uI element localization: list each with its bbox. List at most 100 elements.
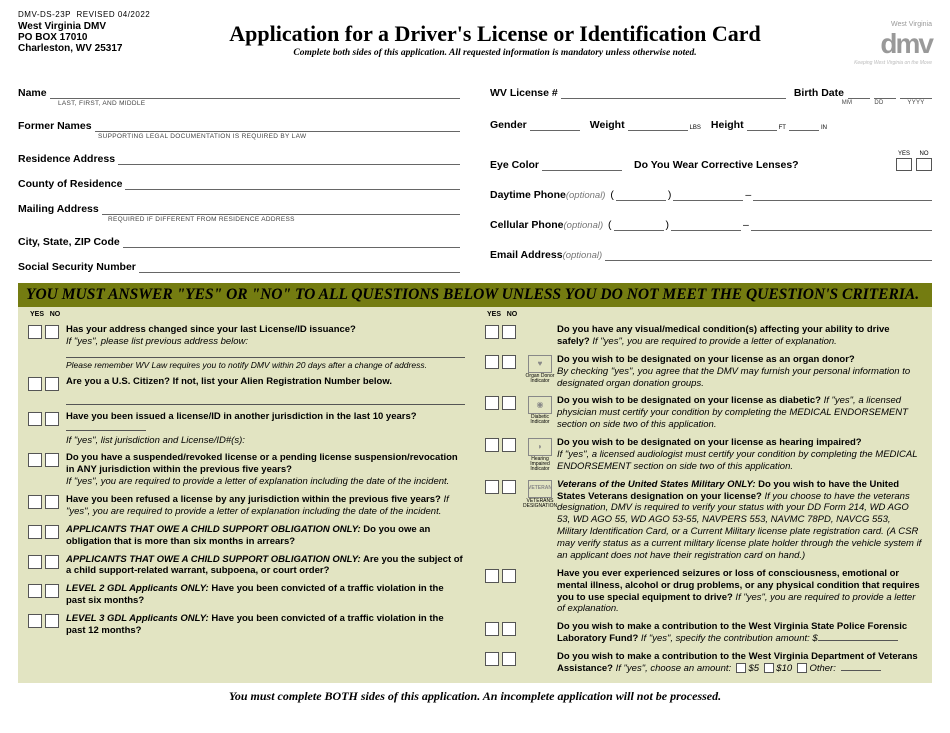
logo-tag: Keeping West Virginia on the Move <box>822 60 932 66</box>
yes-checkbox[interactable] <box>485 652 499 666</box>
lenses-yes-label: YES <box>898 151 910 157</box>
dmv-logo: West Virginia dmv Keeping West Virginia … <box>822 21 932 66</box>
ssn-label: Social Security Number <box>18 261 136 273</box>
opt-checkbox[interactable] <box>736 663 746 673</box>
gender-input[interactable] <box>530 120 580 131</box>
revised: REVISED 04/2022 <box>76 10 150 19</box>
question-text: LEVEL 3 GDL Applicants ONLY: Have you be… <box>66 613 465 637</box>
bd-mm[interactable] <box>848 88 870 99</box>
eye-label: Eye Color <box>490 159 539 171</box>
yes-checkbox[interactable] <box>485 325 499 339</box>
cell-pre[interactable] <box>671 220 741 231</box>
no-checkbox[interactable] <box>45 614 59 628</box>
gender-label: Gender <box>490 119 527 131</box>
opt-checkbox[interactable] <box>764 663 774 673</box>
no-checkbox[interactable] <box>45 584 59 598</box>
no-checkbox[interactable] <box>502 480 516 494</box>
cell-area[interactable] <box>614 220 664 231</box>
lenses-label: Do You Wear Corrective Lenses? <box>634 159 799 171</box>
question-row: ♥Organ Donor IndicatorDo you wish to be … <box>485 354 922 390</box>
yes-checkbox[interactable] <box>28 453 42 467</box>
county-input[interactable] <box>125 179 460 190</box>
yes-checkbox[interactable] <box>485 396 499 410</box>
weight-input[interactable] <box>628 120 688 131</box>
yes-checkbox[interactable] <box>28 377 42 391</box>
form-id: DMV-DS-23P <box>18 10 71 19</box>
no-checkbox[interactable] <box>45 525 59 539</box>
yes-checkbox[interactable] <box>28 495 42 509</box>
day-num[interactable] <box>753 190 932 201</box>
day-area[interactable] <box>616 190 666 201</box>
no-checkbox[interactable] <box>502 622 516 636</box>
no-checkbox[interactable] <box>45 412 59 426</box>
yes-checkbox[interactable] <box>28 325 42 339</box>
question-text: Are you a U.S. Citizen? If not, list you… <box>66 376 465 388</box>
csz-input[interactable] <box>123 237 460 248</box>
no-checkbox[interactable] <box>502 396 516 410</box>
no-checkbox[interactable] <box>502 438 516 452</box>
question-text: Do you wish to make a contribution to th… <box>557 651 922 675</box>
yes-checkbox[interactable] <box>485 480 499 494</box>
yes-checkbox[interactable] <box>28 584 42 598</box>
agency-name: West Virginia DMV <box>18 21 148 32</box>
no-checkbox[interactable] <box>45 325 59 339</box>
yes-checkbox[interactable] <box>28 412 42 426</box>
ssn-input[interactable] <box>139 262 460 273</box>
eye-input[interactable] <box>542 160 622 171</box>
yes-checkbox[interactable] <box>28 525 42 539</box>
res-input[interactable] <box>118 154 460 165</box>
email-input[interactable] <box>605 250 932 261</box>
opt-checkbox[interactable] <box>797 663 807 673</box>
logo-mark: dmv <box>822 28 932 60</box>
cell-opt: (optional) <box>564 220 604 231</box>
lic-input[interactable] <box>561 88 786 99</box>
name-label: Name <box>18 87 47 99</box>
email-label: Email Address <box>490 249 563 261</box>
dd-label: DD <box>868 100 890 106</box>
no-checkbox[interactable] <box>502 569 516 583</box>
question-row: Do you have a suspended/revoked license … <box>28 452 465 488</box>
footer-note: You must complete BOTH sides of this app… <box>18 689 932 704</box>
day-pre[interactable] <box>673 190 743 201</box>
yes-checkbox[interactable] <box>485 355 499 369</box>
height-label: Height <box>711 119 744 131</box>
yes-checkbox[interactable] <box>28 614 42 628</box>
csz-label: City, State, ZIP Code <box>18 236 120 248</box>
name-input[interactable] <box>50 88 460 99</box>
no-checkbox[interactable] <box>45 555 59 569</box>
cell-num[interactable] <box>751 220 932 231</box>
email-opt: (optional) <box>563 250 603 261</box>
mail-input[interactable] <box>102 204 460 215</box>
height-ft[interactable] <box>747 120 777 131</box>
answer-line[interactable] <box>66 348 465 358</box>
yes-checkbox[interactable] <box>28 555 42 569</box>
yes-checkbox[interactable] <box>485 622 499 636</box>
question-text: Do you wish to make a contribution to th… <box>557 621 922 645</box>
lbs-label: LBS <box>690 125 701 131</box>
no-checkbox[interactable] <box>502 652 516 666</box>
bd-yyyy[interactable] <box>900 88 932 99</box>
indicator-icon: ♥Organ Donor Indicator <box>523 354 557 384</box>
form-title: Application for a Driver's License or Id… <box>168 21 822 47</box>
form-subtitle: Complete both sides of this application.… <box>168 48 822 58</box>
yes-checkbox[interactable] <box>485 438 499 452</box>
no-checkbox[interactable] <box>502 325 516 339</box>
no-checkbox[interactable] <box>45 453 59 467</box>
lenses-no[interactable] <box>916 158 932 171</box>
question-row: LEVEL 2 GDL Applicants ONLY: Have you be… <box>28 583 465 607</box>
former-input[interactable] <box>95 121 460 132</box>
county-label: County of Residence <box>18 178 122 190</box>
lenses-yes[interactable] <box>896 158 912 171</box>
bd-dd[interactable] <box>874 88 896 99</box>
indicator-icon: ◗Hearing Impaired Indicator <box>523 437 557 472</box>
answer-line[interactable] <box>66 395 465 405</box>
header: West Virginia DMV PO BOX 17010 Charlesto… <box>18 21 932 66</box>
no-checkbox[interactable] <box>502 355 516 369</box>
mm-label: MM <box>836 100 858 106</box>
no-checkbox[interactable] <box>45 377 59 391</box>
no-checkbox[interactable] <box>45 495 59 509</box>
agency-po: PO BOX 17010 <box>18 32 148 43</box>
former-sublabel: SUPPORTING LEGAL DOCUMENTATION IS REQUIR… <box>98 133 460 140</box>
yes-checkbox[interactable] <box>485 569 499 583</box>
height-in[interactable] <box>789 120 819 131</box>
